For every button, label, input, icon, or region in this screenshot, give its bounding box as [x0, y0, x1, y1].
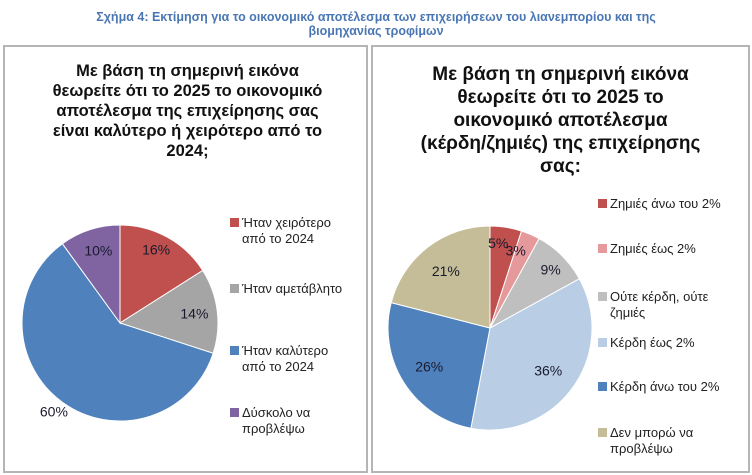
legend-label: Δύσκολο να προβλέψω: [242, 405, 310, 437]
legend-label-line: Δύσκολο να: [242, 405, 311, 420]
figure-title: Σχήμα 4: Εκτίμηση για το οικονομικό αποτ…: [0, 10, 752, 38]
chart-title-line: θεωρείτε ότι το 2025 το: [457, 87, 664, 108]
legend-swatch: [598, 382, 607, 391]
pie-slice: [470, 278, 593, 431]
legend-label: Κέρδη άνω του 2%: [610, 379, 719, 395]
legend-label-line: από το 2024: [242, 231, 315, 246]
data-label: 21%: [432, 263, 460, 279]
legend-label-line: ζημιές: [610, 305, 646, 320]
chart-title-line: Με βάση τη σημερινή εικόνα: [432, 64, 689, 85]
chart-title-line: οικονομικό αποτέλεσμα: [453, 110, 668, 131]
pie-chart: 16% 14% 60% 10%: [21, 224, 219, 422]
data-label: 60%: [40, 404, 68, 420]
legend-item: Ήταν αμετάβλητο: [230, 281, 342, 297]
legend-swatch: [230, 346, 239, 355]
legend-label-line: προβλέψω: [610, 441, 673, 456]
chart-title-line: θεωρείτε ότι το 2025 το οικονομικό: [52, 82, 323, 100]
legend-item: Ήταν χειρότερο από το 2024: [230, 215, 331, 247]
figure-title-line-2: βιομηχανίας τροφίμων: [308, 24, 444, 38]
legend-label-line: Ήταν χειρότερο: [242, 215, 331, 230]
legend-item: Κέρδη άνω του 2%: [598, 379, 719, 395]
pie-chart: 5%3% 9% 36% 26% 21%: [387, 225, 593, 431]
legend-swatch: [230, 408, 239, 417]
legend-label: Ήταν αμετάβλητο: [242, 281, 342, 297]
figure-title-line-1: Σχήμα 4: Εκτίμηση για το οικονομικό αποτ…: [96, 10, 656, 24]
legend-label-line: από το 2024: [242, 359, 315, 374]
chart-title-line: αποτέλεσμα της επιχείρησης σας: [56, 102, 319, 120]
pie-slice: [390, 225, 491, 329]
pie-slice: [21, 243, 214, 422]
data-label: 14%: [180, 306, 208, 322]
pie-slice: [118, 269, 219, 354]
legend-label: Ήταν καλύτερο από το 2024: [242, 343, 328, 375]
legend-swatch: [230, 284, 239, 293]
legend-label: Ζημιές άνω του 2%: [610, 196, 721, 212]
pie-slice: [61, 224, 121, 325]
data-label: 36%: [534, 362, 562, 378]
data-label: 26%: [415, 359, 443, 375]
legend-label-line: Ζημιές έως 2%: [610, 241, 696, 256]
legend-item: Δύσκολο να προβλέψω: [230, 405, 310, 437]
data-label: 10%: [84, 242, 112, 258]
legend-label-line: Ζημιές άνω του 2%: [610, 196, 721, 211]
chart-title-line: 2024;: [166, 142, 209, 160]
legend-label-line: Κέρδη άνω του 2%: [610, 379, 720, 394]
chart-title-line: σας:: [540, 156, 581, 177]
legend-swatch: [230, 218, 239, 227]
legend-item: Ζημιές έως 2%: [598, 241, 696, 257]
data-label: 5%: [488, 235, 508, 251]
chart-panel-profit-loss: Με βάση τη σημερινή εικόνα θεωρείτε ότι …: [371, 45, 750, 473]
legend-label-line: Ήταν καλύτερο: [242, 343, 329, 358]
chart-title-line: (κέρδη/ζημιές) της επιχείρησης: [420, 133, 701, 154]
legend-label-line: προβλέψω: [242, 421, 305, 436]
legend-label: Ήταν χειρότερο από το 2024: [242, 215, 331, 247]
legend-swatch: [598, 199, 607, 208]
legend-item: Ήταν καλύτερο από το 2024: [230, 343, 328, 375]
data-label: 3%: [506, 243, 526, 259]
legend-label: Ούτε κέρδη, ούτε ζημιές: [610, 289, 708, 321]
legend-item: Ούτε κέρδη, ούτε ζημιές: [598, 289, 708, 321]
data-label: 16%: [142, 241, 170, 257]
legend-swatch: [598, 338, 607, 347]
legend-label: Ζημιές έως 2%: [610, 241, 696, 257]
legend-label-line: Δεν μπορώ να: [610, 425, 694, 440]
chart-title-line: Με βάση τη σημερινή εικόνα: [76, 62, 299, 80]
pie-slice: [387, 302, 491, 429]
legend-label: Κέρδη έως 2%: [610, 335, 695, 351]
legend-swatch: [598, 292, 607, 301]
legend-label: Δεν μπορώ να προβλέψω: [610, 425, 693, 457]
legend-swatch: [598, 428, 607, 437]
legend-item: Δεν μπορώ να προβλέψω: [598, 425, 693, 457]
pie-slice: [119, 224, 204, 324]
chart-title: Με βάση τη σημερινή εικόνα θεωρείτε ότι …: [15, 61, 360, 161]
data-label: 9%: [540, 261, 560, 277]
chart-title-line: είναι καλύτερο ή χειρότερο από το: [52, 122, 323, 140]
legend-label-line: Ήταν αμετάβλητο: [242, 281, 343, 296]
legend-label-line: Ούτε κέρδη, ούτε: [610, 289, 709, 304]
legend-label-line: Κέρδη έως 2%: [610, 335, 695, 350]
legend-item: Ζημιές άνω του 2%: [598, 196, 721, 212]
chart-title: Με βάση τη σημερινή εικόνα θεωρείτε ότι …: [393, 63, 728, 178]
legend-item: Κέρδη έως 2%: [598, 335, 695, 351]
chart-panel-outlook-vs-2024: Με βάση τη σημερινή εικόνα θεωρείτε ότι …: [3, 45, 368, 473]
legend-swatch: [598, 244, 607, 253]
